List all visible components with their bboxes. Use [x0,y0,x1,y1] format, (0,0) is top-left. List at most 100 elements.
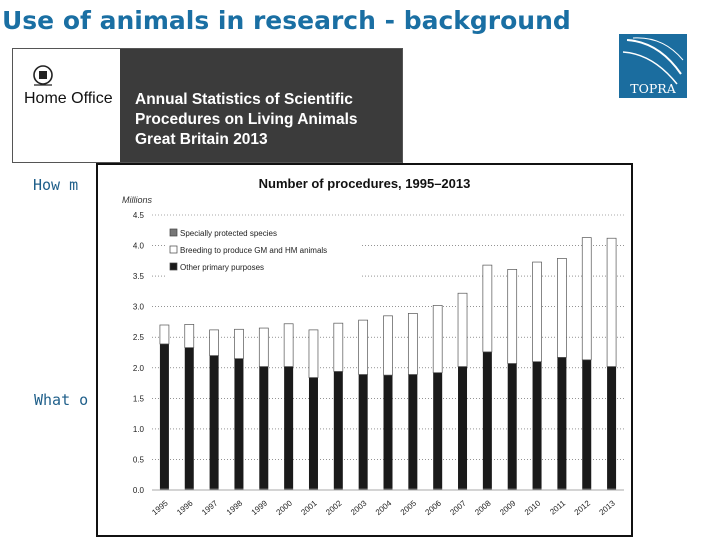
y-tick-label: 1.5 [133,394,145,403]
x-tick-label: 2002 [324,498,344,517]
bar-other-purposes [259,366,269,489]
home-office-label: Home Office [24,90,113,107]
x-tick-label: 2011 [548,498,567,516]
x-tick-label: 1998 [225,498,245,517]
bar-gm-breeding [234,328,244,359]
bar-gm-breeding [581,237,592,361]
bar-gm-breeding [333,322,344,372]
bar-specially-protected [607,488,617,490]
y-tick-label: 2.0 [133,364,145,373]
report-title: Annual Statistics of Scientific Procedur… [135,91,358,148]
x-tick-label: 2009 [498,498,518,517]
x-tick-label: 2008 [473,498,493,517]
y-tick-label: 0.0 [133,486,145,495]
chart-title: Number of procedures, 1995–2013 [258,176,471,191]
bar-gm-breeding [482,264,493,353]
bar-gm-breeding [407,313,418,375]
bar-specially-protected [458,488,468,490]
bar-specially-protected [582,488,592,490]
bar-gm-breeding [258,327,269,367]
bar-other-purposes [482,351,492,489]
bar-other-purposes [607,366,617,489]
bar-gm-breeding [532,261,542,363]
bar-specially-protected [284,488,294,490]
partial-text-what: What o [34,391,89,409]
bar-specially-protected [433,488,443,490]
x-tick-label: 1999 [250,498,270,517]
x-tick-label: 2003 [349,498,369,517]
legend-label: Breeding to produce GM and HM animals [180,246,327,255]
bar-other-purposes [209,355,219,489]
x-tick-label: 1996 [175,498,195,517]
chart-plot: 4.5 4.0 3.5 3.0 2.5 2.0 1.5 1.0 0.5 0.0 1995 1996 19… [133,211,624,517]
y-tick-label: 3.0 [133,303,145,312]
bar-gm-breeding [308,329,319,378]
bar-other-purposes [358,374,368,489]
bar-specially-protected [333,488,343,490]
bar-specially-protected [482,488,492,490]
bar-specially-protected [557,488,567,490]
legend-label: Specially protected species [180,229,277,238]
bar-specially-protected [159,488,169,490]
bar-specially-protected [209,488,219,490]
bar-specially-protected [383,488,393,490]
bar-gm-breeding [209,329,219,356]
legend-swatch [169,245,178,254]
bar-gm-breeding [432,305,443,374]
bar-gm-breeding [383,315,393,376]
x-tick-label: 2005 [399,498,419,517]
topra-logo: TOPRA [619,34,687,98]
x-tick-label: 2006 [424,498,444,517]
bar-other-purposes [557,357,567,489]
x-tick-label: 2001 [299,498,319,517]
x-tick-label: 2012 [573,498,593,517]
bar-gm-breeding [606,237,617,367]
slide-title: Use of animals in research - background [2,6,571,35]
bar-gm-breeding [283,323,294,367]
y-tick-label: 1.0 [133,425,145,434]
y-tick-label: 2.5 [133,333,145,342]
bar-other-purposes [458,366,468,489]
legend-swatch [169,262,178,271]
bar-gm-breeding [159,324,170,345]
y-tick-label: 3.5 [133,272,145,281]
procedures-chart: Number of procedures, 1995–2013 Millions… [96,163,633,537]
bar-gm-breeding [184,324,195,348]
bar-gm-breeding [358,319,369,375]
bar-specially-protected [358,488,368,490]
bar-specially-protected [259,488,269,490]
x-tick-label: 2007 [448,498,468,517]
x-tick-label: 2000 [274,498,294,517]
legend-background [166,223,362,277]
bar-other-purposes [532,361,542,489]
banner-title-panel: Annual Statistics of Scientific Procedur… [120,49,402,162]
bar-specially-protected [408,488,418,490]
royal-crest-icon [33,65,53,86]
bar-specially-protected [308,488,318,490]
bar-other-purposes [383,375,393,489]
x-tick-label: 2010 [523,498,543,517]
bar-other-purposes [582,359,592,489]
logo-swoosh-icon [622,37,684,85]
y-tick-label: 4.0 [133,242,145,251]
bar-other-purposes [184,347,194,489]
x-tick-label: 2004 [374,498,394,517]
report-banner: Home Office Annual Statistics of Scienti… [12,48,403,163]
x-tick-label: 1997 [200,498,220,517]
bar-specially-protected [507,488,517,490]
bar-other-purposes [159,343,169,489]
partial-text-how: How m [33,176,79,194]
bar-gm-breeding [557,258,567,358]
bar-other-purposes [408,374,418,489]
y-tick-label: 0.5 [133,455,145,464]
legend-swatch [169,228,178,237]
bar-specially-protected [184,488,194,490]
units-label: Millions [122,195,153,205]
bar-specially-protected [532,488,542,490]
bar-other-purposes [284,366,294,489]
bar-specially-protected [234,488,244,490]
bar-other-purposes [333,371,343,489]
bar-other-purposes [234,358,244,489]
x-tick-label: 2013 [597,498,617,517]
y-tick-label: 4.5 [133,211,145,220]
